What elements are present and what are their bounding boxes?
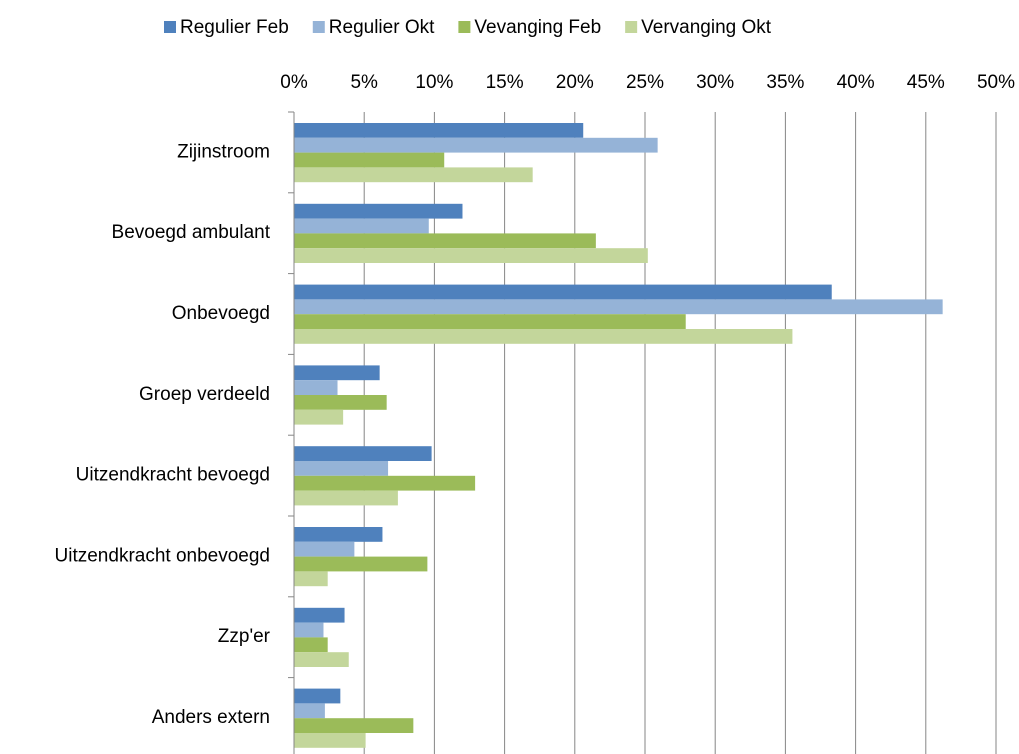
bar	[294, 314, 686, 329]
bar	[294, 688, 341, 704]
x-tick-label: 35%	[766, 72, 804, 93]
bar	[294, 203, 463, 219]
bar	[294, 167, 533, 183]
bar	[294, 329, 793, 344]
legend-swatch	[458, 21, 471, 33]
bar	[294, 365, 380, 381]
y-tick-label: Groep verdeeld	[139, 384, 270, 405]
bar	[294, 490, 398, 506]
y-tick-label: Zzp'er	[218, 626, 271, 647]
bar	[294, 637, 328, 653]
bar	[294, 299, 943, 315]
legend-label: Regulier Feb	[180, 17, 289, 38]
x-tick-label: 50%	[977, 72, 1015, 93]
y-tick-label: Zijinstroom	[177, 141, 270, 162]
bar	[294, 409, 344, 425]
x-tick-label: 45%	[907, 72, 945, 93]
bar	[294, 123, 584, 138]
bar	[294, 571, 328, 587]
bar	[294, 703, 325, 719]
y-tick-label: Anders extern	[152, 707, 270, 728]
legend-label: Regulier Okt	[329, 17, 435, 38]
bar	[294, 233, 596, 249]
bar	[294, 446, 432, 461]
bar	[294, 652, 349, 667]
bar	[294, 152, 445, 168]
bar	[294, 248, 648, 263]
x-tick-label: 30%	[696, 72, 734, 93]
bar	[294, 395, 387, 410]
y-tick-label: Onbevoegd	[172, 303, 270, 324]
bar	[294, 475, 476, 491]
y-tick-label: Uitzendkracht onbevoegd	[55, 545, 270, 566]
legend-swatch	[312, 21, 325, 33]
bar	[294, 380, 338, 395]
y-tick-label: Bevoegd ambulant	[112, 222, 271, 243]
bar	[294, 622, 324, 638]
bar	[294, 137, 658, 153]
y-tick-label: Uitzendkracht bevoegd	[76, 465, 270, 486]
legend-swatch	[625, 21, 638, 33]
x-tick-label: 10%	[415, 72, 453, 93]
bar	[294, 733, 366, 748]
bar	[294, 284, 832, 300]
x-tick-label: 40%	[837, 72, 875, 93]
legend-swatch	[164, 21, 176, 33]
x-tick-label: 25%	[626, 72, 664, 93]
bar	[294, 461, 389, 476]
bar	[294, 541, 355, 557]
bar	[294, 718, 414, 733]
legend-label: Vevanging Feb	[474, 17, 601, 38]
x-tick-label: 5%	[350, 72, 378, 93]
x-tick-label: 20%	[556, 72, 594, 93]
bar	[294, 556, 428, 572]
bar	[294, 607, 345, 623]
legend-label: Vervanging Okt	[641, 17, 772, 38]
x-tick-label: 0%	[280, 72, 308, 93]
bar	[294, 218, 429, 234]
bar	[294, 527, 383, 542]
x-tick-label: 15%	[486, 72, 524, 93]
